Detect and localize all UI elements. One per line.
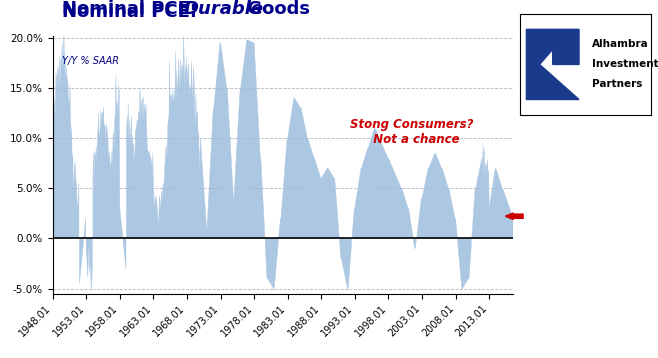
Text: Y/Y % SAAR: Y/Y % SAAR bbox=[62, 57, 119, 67]
Text: Stong Consumers?
  Not a chance: Stong Consumers? Not a chance bbox=[350, 118, 474, 146]
Text: Nominal PCE:: Nominal PCE: bbox=[62, 4, 203, 21]
Text: Investment: Investment bbox=[592, 59, 658, 69]
Text: Durable: Durable bbox=[184, 0, 264, 18]
Text: Goods: Goods bbox=[241, 0, 311, 18]
Polygon shape bbox=[526, 29, 579, 100]
Text: Alhambra: Alhambra bbox=[592, 39, 649, 49]
Text: Nominal PCE:: Nominal PCE: bbox=[62, 0, 203, 18]
Text: Partners: Partners bbox=[592, 79, 643, 90]
